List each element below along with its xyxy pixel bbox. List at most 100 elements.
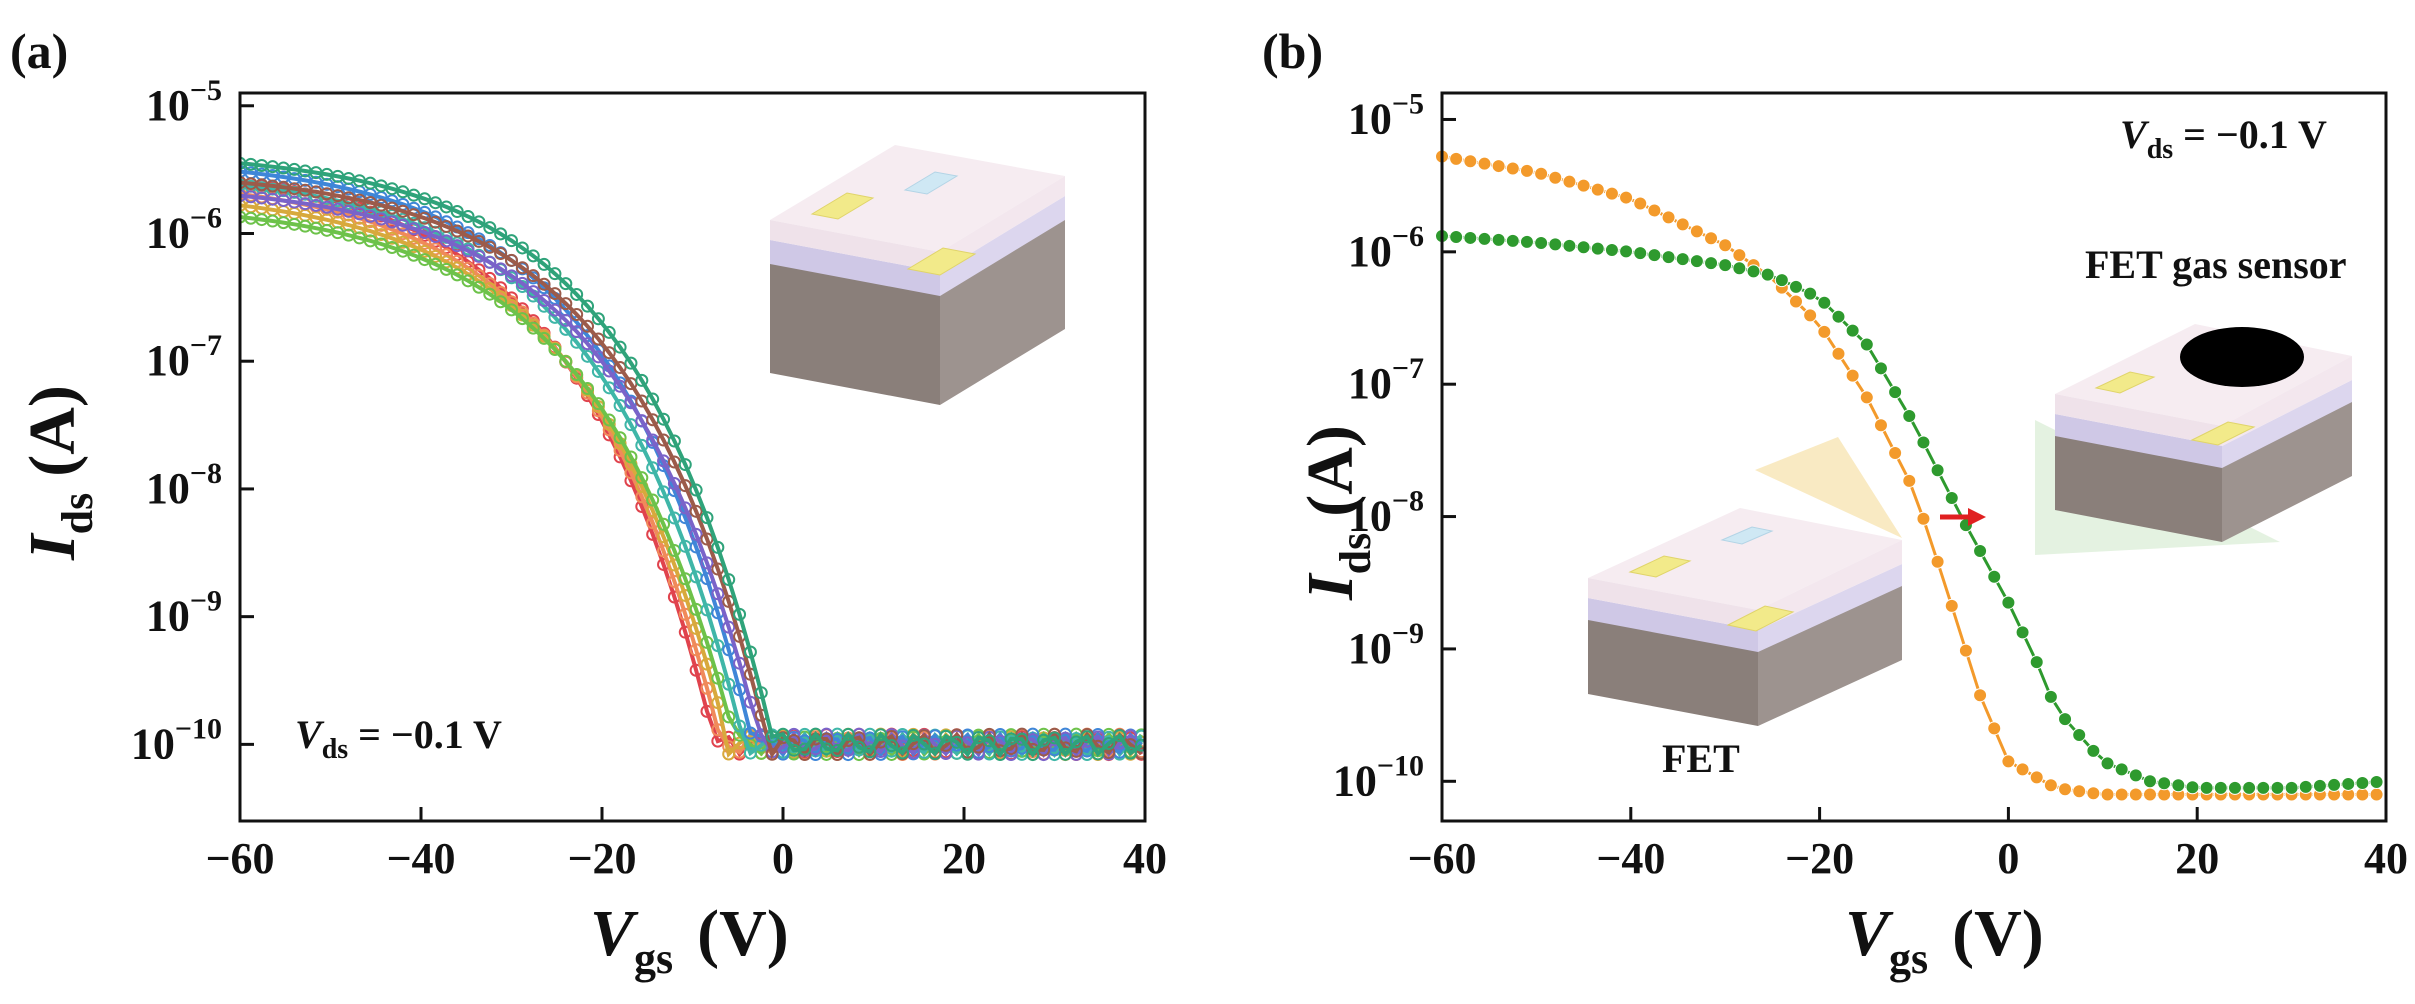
data-point [2086, 743, 2101, 758]
data-point [1789, 279, 1803, 294]
data-point [515, 261, 529, 275]
data-point [1817, 324, 1832, 339]
y-tick-label: 10−6 [146, 201, 222, 257]
y-tick-label: 10−6 [1348, 220, 1424, 276]
data-point [570, 308, 584, 322]
data-point [472, 215, 486, 229]
data-point [928, 747, 942, 761]
data-point [700, 556, 714, 570]
data-point [526, 285, 540, 299]
data-point [2043, 778, 2058, 793]
data-point [1048, 731, 1061, 745]
panel-b-x-ticks: −60 −40 −20 0 20 40 [1407, 807, 2408, 883]
data-point [1491, 232, 1506, 247]
data-point [885, 739, 899, 753]
data-point [472, 234, 486, 248]
data-point [1548, 170, 1563, 185]
data-point [602, 325, 616, 339]
data-point [2256, 780, 2271, 795]
data-point [798, 742, 812, 756]
data-point [526, 321, 540, 335]
data-point [1689, 254, 1704, 269]
panel-a-frame [238, 91, 1147, 823]
data-point [537, 293, 551, 307]
data-point [1803, 286, 1818, 301]
data-point [1873, 418, 1888, 433]
data-point [1789, 294, 1803, 309]
y-tick-label: 10−9 [146, 585, 222, 641]
data-point [1548, 237, 1563, 252]
data-point [548, 303, 562, 317]
data-point [374, 228, 388, 242]
fet-device-schematic [1588, 508, 1902, 726]
data-point [581, 337, 595, 351]
data-point [1519, 163, 1534, 178]
data-point [2227, 780, 2242, 795]
data-point [418, 211, 432, 225]
panel-b-label: (b) [1262, 23, 1323, 79]
data-point [439, 234, 453, 248]
data-point [852, 740, 866, 754]
x-tick-label: 0 [1997, 834, 2019, 883]
panel-a-y-ticks: 10−10 10−9 10−8 10−7 10−6 10−5 [131, 74, 254, 768]
data-point [1902, 408, 1917, 423]
data-point [1463, 230, 1478, 245]
data-point [1831, 346, 1846, 361]
data-point [1817, 295, 1832, 310]
data-point [1534, 166, 1549, 181]
data-point [982, 734, 996, 748]
data-point [2100, 756, 2115, 771]
data-point [2015, 625, 2030, 640]
data-point [494, 247, 508, 261]
data-point [689, 483, 703, 497]
data-point [1689, 224, 1704, 239]
data-point [602, 346, 616, 360]
data-point [2355, 775, 2370, 790]
data-point [1873, 361, 1888, 376]
data-point [1590, 182, 1605, 197]
data-point [1944, 598, 1959, 613]
x-tick-label: 40 [1123, 834, 1167, 883]
data-point [1916, 435, 1931, 450]
panel-a-y-axis-label: Ids(A) [16, 385, 102, 561]
data-point [1505, 161, 1520, 176]
data-point [450, 205, 464, 219]
data-point [2369, 774, 2384, 789]
data-point [472, 280, 486, 294]
data-point [646, 392, 660, 406]
data-point [1562, 174, 1577, 189]
data-point [591, 332, 605, 346]
data-point [613, 431, 627, 445]
data-point [776, 727, 790, 741]
sensing-layer-icon [2180, 327, 2304, 387]
data-point [1831, 309, 1846, 324]
data-point [722, 677, 736, 691]
data-point [537, 257, 551, 271]
data-point [407, 248, 421, 262]
data-point [450, 268, 464, 282]
data-point [515, 312, 529, 326]
data-point [906, 728, 920, 742]
data-point [537, 277, 551, 291]
data-point [1449, 151, 1464, 166]
shift-arrow-icon [1940, 508, 1986, 526]
data-point [2355, 787, 2370, 802]
y-tick-label: 10−8 [146, 457, 222, 513]
data-point [483, 255, 497, 269]
data-point [1505, 233, 1520, 248]
data-point [537, 331, 551, 345]
y-tick-label: 10−5 [1348, 87, 1424, 143]
data-point [1760, 267, 1775, 282]
data-point [1026, 748, 1040, 762]
x-tick-label: −40 [1596, 834, 1665, 883]
data-point [1732, 248, 1747, 263]
data-point [515, 241, 529, 255]
data-point [1718, 238, 1733, 253]
panel-a: (a) −60 −40 −20 0 20 40 10−10 10−9 10−8 10−7 10−6… [10, 23, 1167, 983]
data-point [602, 413, 616, 427]
data-point [570, 367, 584, 381]
data-point [809, 727, 823, 741]
data-point [407, 240, 421, 254]
data-point [2001, 754, 2016, 769]
data-point [396, 227, 410, 241]
